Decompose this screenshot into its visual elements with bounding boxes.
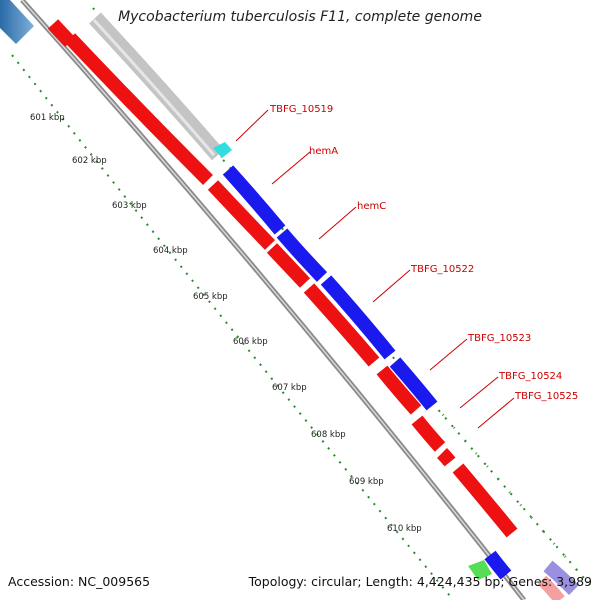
reverse-gene-2: [64, 33, 213, 185]
reverse-gene-7: [411, 415, 446, 452]
reverse-gene-5: [303, 283, 380, 367]
tick-labels: 601 kbp 602 kbp 603 kbp 604 kbp 605 kbp …: [30, 113, 422, 534]
forward-gene-1: [222, 165, 286, 235]
pink-feature: [537, 575, 565, 600]
tick-label: 604 kbp: [153, 246, 188, 256]
forward-gene-2: [276, 228, 328, 282]
gene-labels: TBFG_10519 hemA hemC TBFG_10522 TBFG_105…: [269, 104, 578, 402]
label-leaders: [235, 109, 515, 429]
feature-top-left: [0, 0, 34, 44]
forward-gene-5: [484, 550, 512, 580]
forward-gene-4: [389, 357, 438, 411]
tick-label: 609 kbp: [349, 477, 384, 487]
grey-feature: [89, 12, 225, 161]
gene-label: TBFG_10524: [498, 371, 562, 382]
tick-label: 605 kbp: [193, 292, 228, 302]
genome-summary-text: Topology: circular; Length: 4,424,435 bp…: [248, 574, 592, 589]
tick-label: 608 kbp: [311, 430, 346, 440]
gene-label: TBFG_10523: [467, 333, 531, 344]
reverse-gene-9: [452, 463, 518, 538]
cyan-feature: [213, 142, 232, 158]
reverse-gene-4: [266, 243, 311, 288]
gene-label: TBFG_10522: [410, 264, 474, 275]
accession-text: Accession: NC_009565: [8, 574, 151, 589]
reverse-gene-8: [437, 448, 456, 467]
tick-label: 601 kbp: [30, 113, 65, 123]
tick-label: 607 kbp: [272, 383, 307, 393]
reverse-gene-3: [207, 180, 276, 250]
gene-label: TBFG_10525: [514, 391, 578, 402]
forward-gene-3: [320, 275, 396, 360]
tick-label: 603 kbp: [112, 201, 147, 211]
gene-label: TBFG_10519: [269, 104, 333, 115]
gene-label: hemC: [357, 201, 386, 212]
map-title: Mycobacterium tuberculosis F11, complete…: [118, 9, 482, 25]
tick-label: 610 kbp: [387, 524, 422, 534]
tick-label: 606 kbp: [233, 337, 268, 347]
tick-label: 602 kbp: [72, 156, 107, 166]
green-feature: [468, 560, 492, 580]
inner-tick-ring: [11, 54, 451, 597]
backbone: [20, 0, 526, 600]
lavender-feature: [543, 560, 579, 595]
gene-label: hemA: [309, 146, 338, 157]
reverse-gene-6: [376, 365, 422, 415]
